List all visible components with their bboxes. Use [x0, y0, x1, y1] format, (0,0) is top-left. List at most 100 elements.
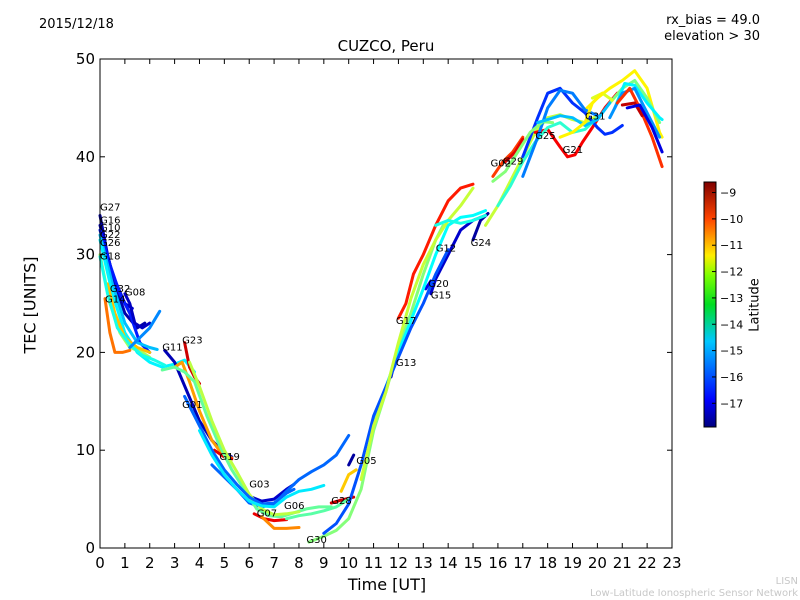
x-tick-label: 19: [563, 554, 582, 572]
satellite-label: G30: [306, 535, 326, 546]
x-tick-label: 17: [513, 554, 532, 572]
x-tick-label: 5: [220, 554, 230, 572]
colorbar-tick-label: −9: [720, 187, 736, 200]
satellite-label: G19: [219, 452, 239, 463]
y-tick-label: 30: [76, 246, 95, 264]
org-short-name: LISN: [775, 576, 798, 587]
x-tick-label: 1: [120, 554, 130, 572]
series-line-L07: [625, 103, 664, 154]
series-line-G02: [491, 135, 525, 178]
colorbar-tick-label: −11: [720, 239, 743, 252]
x-tick-label: 0: [95, 554, 105, 572]
satellite-label: G06: [284, 501, 304, 512]
satellite-label: G03: [249, 479, 269, 490]
series-line-G20: [424, 279, 433, 291]
series-line-L20: [434, 214, 487, 227]
x-tick-label: 13: [414, 554, 433, 572]
satellite-label: G12: [436, 244, 456, 255]
satellite-label: G13: [396, 358, 416, 369]
series-line-G29: [503, 137, 525, 164]
satellite-label: G11: [162, 342, 182, 353]
x-tick-label: 20: [588, 554, 607, 572]
series-line-L19: [359, 186, 475, 481]
colorbar-tick-label: −16: [720, 371, 743, 384]
satellite-label: G21: [563, 145, 583, 156]
x-axis-ticks: 0 1 2 3 4 5 6 7 8 9 10 11 12 13 14 15 16 17 18 19 20 21 22 23: [95, 59, 682, 572]
satellite-label: G31: [585, 112, 605, 123]
colorbar-tick-label: −12: [720, 266, 743, 279]
y-tick-label: 40: [76, 148, 95, 166]
series-line-L09: [98, 255, 167, 367]
satellite-label: G02: [491, 159, 511, 170]
y-tick-label: 50: [76, 50, 95, 68]
x-tick-label: 10: [339, 554, 358, 572]
series-line-G08: [123, 292, 152, 330]
satellite-label: G15: [431, 291, 451, 302]
y-tick-label: 0: [85, 539, 95, 557]
satellite-label: G26: [100, 238, 120, 249]
x-tick-label: 15: [463, 554, 482, 572]
series-line-L10: [128, 309, 162, 349]
plot-frame: [99, 58, 673, 549]
satellite-label: G16: [100, 215, 120, 226]
colorbar: [703, 181, 717, 428]
satellite-label: G07: [257, 509, 277, 520]
series-line-G12: [372, 209, 487, 423]
satellite-label: G24: [471, 238, 491, 249]
colorbar-tick-label: −10: [720, 213, 743, 226]
y-tick-label: 10: [76, 441, 95, 459]
y-tick-label: 20: [76, 343, 95, 361]
series-line-G14: [103, 297, 132, 354]
series-line-G05: [347, 453, 356, 467]
series-line-G31: [521, 86, 624, 159]
receiver-info: rx_bias = 49.0 elevation > 30: [664, 13, 760, 45]
satellite-label: G10: [100, 223, 120, 234]
series-line-L25: [558, 91, 604, 139]
x-tick-label: 23: [662, 554, 681, 572]
series-line-L06: [620, 101, 644, 118]
series-line-G22: [98, 233, 159, 351]
x-tick-label: 6: [244, 554, 254, 572]
satellite-label: G29: [503, 157, 523, 168]
satellite-label: G27: [100, 203, 120, 214]
satellite-label: G18: [100, 252, 120, 263]
x-tick-label: 2: [145, 554, 155, 572]
colorbar-tick-label: −17: [720, 397, 743, 410]
series-line-L21: [496, 116, 599, 208]
x-tick-label: 9: [319, 554, 329, 572]
x-tick-label: 12: [389, 554, 408, 572]
colorbar-tick-label: −13: [720, 292, 743, 305]
satellite-label: G17: [396, 316, 416, 327]
series-line-L03: [613, 82, 664, 122]
satellite-label: G08: [125, 288, 145, 299]
y-axis-ticks: 0 10 20 30 40 50: [76, 50, 672, 557]
satellite-label: G32: [110, 284, 130, 295]
satellite-label: G23: [182, 336, 202, 347]
series-line-L17: [339, 468, 358, 493]
satellite-label: G28: [331, 496, 351, 507]
series-line-L24: [536, 101, 612, 127]
series-line-G17: [396, 182, 475, 320]
org-long-name: Low-Latitude Ionospheric Sensor Network: [590, 588, 798, 599]
satellite-label: G20: [428, 279, 448, 290]
colorbar-tick-label: −14: [720, 318, 743, 331]
series-line-L12: [188, 360, 301, 517]
x-tick-label: 18: [538, 554, 557, 572]
elevation-text: elevation > 30: [664, 29, 760, 44]
satellite-label: G14: [105, 295, 125, 306]
satellite-label: G22: [100, 230, 120, 241]
satellite-label: G01: [182, 400, 202, 411]
series-line-L11: [160, 365, 333, 519]
series-line-L13: [183, 394, 296, 506]
x-tick-label: 14: [439, 554, 458, 572]
colorbar-ticks: −9 −10 −11 −12 −13 −14 −15 −16 −17: [712, 187, 743, 410]
x-tick-label: 11: [364, 554, 383, 572]
colorbar-tick-label: −15: [720, 345, 743, 358]
series-line-G07: [252, 512, 288, 523]
x-tick-label: 21: [613, 554, 632, 572]
satellite-label: G25: [535, 131, 555, 142]
series-layer: [98, 69, 664, 544]
series-line-L22: [521, 88, 599, 178]
